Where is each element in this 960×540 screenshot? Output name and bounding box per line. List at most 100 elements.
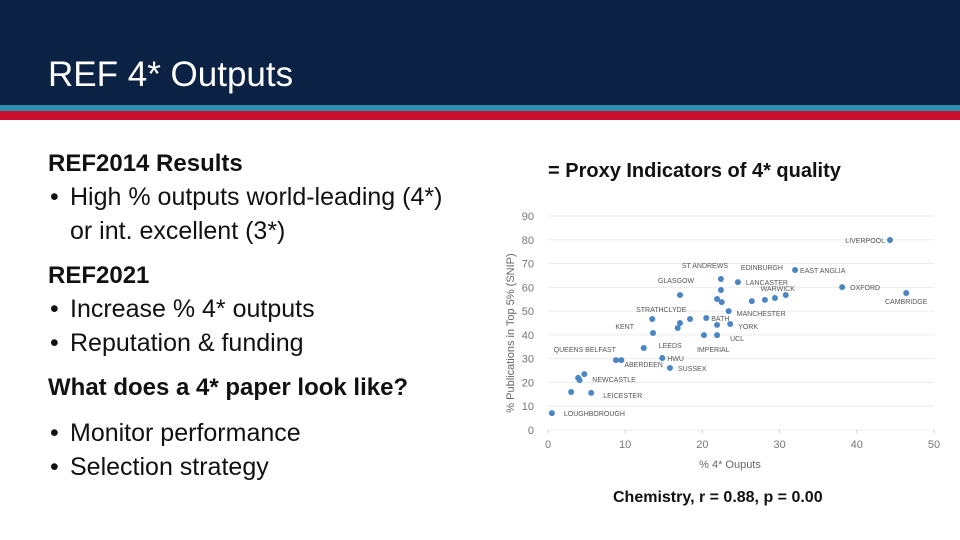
point-label: CAMBRIDGE <box>885 299 928 306</box>
point-label: SUSSEX <box>678 366 707 373</box>
point <box>649 329 656 336</box>
point <box>703 315 710 322</box>
y-tick-label: 10 <box>522 401 534 413</box>
point <box>666 364 673 371</box>
slide-title: REF 4* Outputs <box>48 55 293 94</box>
point <box>677 291 684 298</box>
point-label: ABERDEEN <box>624 362 663 369</box>
section-heading: What does a 4* paper look like? <box>48 374 409 401</box>
point-label: LEICESTER <box>603 393 642 400</box>
point <box>717 286 724 293</box>
point-label: ST ANDREWS <box>682 263 728 270</box>
bullet-list: High % outputs world-leading (4*) or int… <box>48 180 458 248</box>
bullet: Monitor performance <box>48 416 458 450</box>
red-stripe <box>0 111 960 120</box>
point <box>674 324 681 331</box>
point-label: QUEENS BELFAST <box>554 347 617 354</box>
point <box>748 298 755 305</box>
point <box>903 290 910 297</box>
point <box>771 295 778 302</box>
point <box>727 320 734 327</box>
point-label: EDINBURGH <box>741 265 783 272</box>
left-column: REF2014 Results High % outputs world-lead… <box>48 150 458 498</box>
point <box>548 410 555 417</box>
y-tick-label: 30 <box>522 354 534 366</box>
x-tick-label: 50 <box>928 439 940 451</box>
point <box>714 321 721 328</box>
y-tick-label: 80 <box>522 235 534 247</box>
point-label: GLASGOW <box>658 278 695 285</box>
point-label: KENT <box>615 324 634 331</box>
point <box>588 389 595 396</box>
point-label: LEEDS <box>659 343 682 350</box>
point <box>568 388 575 395</box>
chart-title: = Proxy Indicators of 4* quality <box>548 160 842 182</box>
point-label: UCL <box>730 336 744 343</box>
point-label: LOUGHBOROUGH <box>564 411 625 418</box>
x-tick-label: 40 <box>851 439 863 451</box>
bullet-list: Increase % 4* outputsReputation & fundin… <box>48 292 458 360</box>
point <box>649 315 656 322</box>
y-tick-label: 40 <box>522 330 534 342</box>
bullet-list: Monitor performanceSelection strategy <box>48 416 458 484</box>
y-tick-label: 60 <box>522 282 534 294</box>
point-label: IMPERIAL <box>697 347 730 354</box>
header-band <box>0 0 960 105</box>
x-axis-title: % 4* Ouputs <box>699 459 761 471</box>
point <box>612 357 619 364</box>
point-label: BATH <box>711 316 729 323</box>
point <box>782 291 789 298</box>
section: What does a 4* paper look like? Monitor p… <box>48 374 458 484</box>
point-label: STRATHCLYDE <box>636 307 687 314</box>
point-label: YORK <box>738 324 758 331</box>
point <box>839 284 846 291</box>
y-tick-label: 20 <box>522 377 534 389</box>
point <box>725 308 732 315</box>
x-tick-label: 30 <box>773 439 785 451</box>
point <box>677 320 684 326</box>
y-axis-title: % Publications in Top 5% (SNIP) <box>505 253 517 412</box>
section: REF2021 Increase % 4* outputsReputation &… <box>48 262 458 360</box>
x-tick-label: 10 <box>619 439 631 451</box>
point <box>659 354 666 361</box>
point <box>581 371 588 378</box>
x-tick-label: 20 <box>696 439 708 451</box>
y-tick-label: 90 <box>522 211 534 223</box>
section-heading: REF2014 Results <box>48 150 243 177</box>
point <box>700 332 707 339</box>
point-label: LANCASTER <box>746 280 788 287</box>
y-tick-label: 0 <box>528 425 534 437</box>
point <box>761 296 768 303</box>
point <box>792 266 799 273</box>
point-label: WARWICK <box>761 286 796 293</box>
x-tick-label: 0 <box>545 439 551 451</box>
section: REF2014 Results High % outputs world-lead… <box>48 150 458 248</box>
point-label: MANCHESTER <box>737 311 786 318</box>
bullet: Reputation & funding <box>48 326 458 360</box>
point-label: HWU <box>667 356 684 363</box>
point <box>718 299 725 306</box>
chart-caption: Chemistry, r = 0.88, p = 0.00 <box>613 489 823 506</box>
point <box>618 357 625 364</box>
point <box>687 315 694 322</box>
point <box>734 279 741 286</box>
point <box>575 374 582 381</box>
point <box>640 344 647 351</box>
point <box>714 295 721 302</box>
section-heading: REF2021 <box>48 262 150 289</box>
point-label: EAST ANGLIA <box>800 268 846 275</box>
bullet: Increase % 4* outputs <box>48 292 458 326</box>
bullet: Selection strategy <box>48 450 458 484</box>
point <box>714 332 721 339</box>
point <box>717 276 724 283</box>
bullet: High % outputs world-leading (4*) or int… <box>48 180 458 248</box>
y-tick-label: 70 <box>522 259 534 271</box>
point-label: NEWCASTLE <box>592 377 636 384</box>
y-tick-label: 50 <box>522 306 534 318</box>
point-label: OXFORD <box>850 285 880 292</box>
teal-stripe <box>0 105 960 111</box>
point-label: LIVERPOOL <box>845 238 885 245</box>
point <box>886 237 893 244</box>
